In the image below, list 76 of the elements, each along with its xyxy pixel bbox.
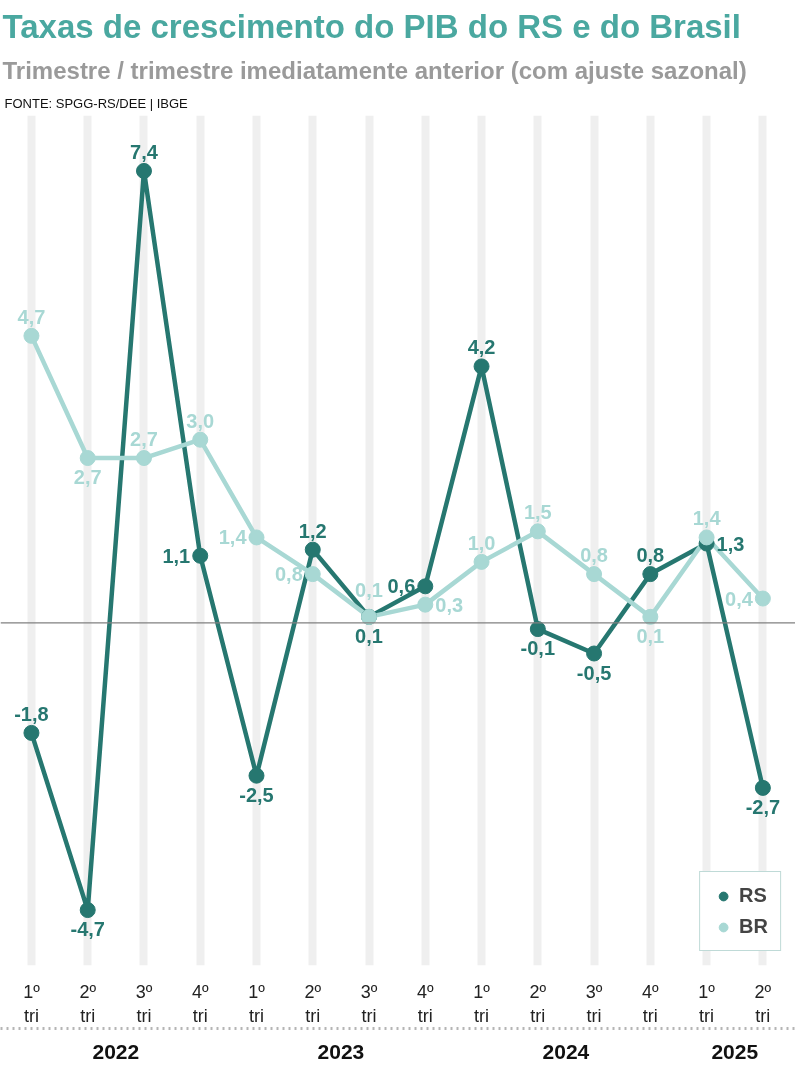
point <box>586 645 603 662</box>
point <box>192 547 209 564</box>
x-tick-label: 4º tri <box>642 981 660 1026</box>
data-label: 0,8 <box>636 544 665 567</box>
data-label: -2,7 <box>745 795 781 818</box>
x-tick-label: 3º tri <box>135 981 153 1026</box>
data-label: -4,7 <box>70 918 105 941</box>
point <box>135 162 152 179</box>
point <box>473 358 490 375</box>
data-label: 1,3 <box>716 532 745 555</box>
point <box>192 431 209 448</box>
point <box>529 523 546 540</box>
x-tick-label: 2º tri <box>529 981 547 1026</box>
data-label: -0,1 <box>520 637 556 660</box>
chart-title: Taxas de crescimento do PIB do RS e do Brasil <box>2 7 741 45</box>
point <box>23 327 40 344</box>
data-label: 2,7 <box>73 466 102 489</box>
x-tick-label: 1º tri <box>23 981 41 1026</box>
point <box>473 553 490 570</box>
x-tick-label: 4º tri <box>417 981 435 1026</box>
data-label: 0,1 <box>636 624 665 647</box>
x-tick-label: 4º tri <box>191 981 209 1026</box>
text: 2025 <box>711 1039 759 1063</box>
data-label: 0,1 <box>355 624 383 647</box>
point <box>754 779 771 796</box>
data-label: -1,8 <box>14 702 49 725</box>
data-label: 1,4 <box>218 526 248 549</box>
data-label: 0,3 <box>435 593 464 616</box>
data-label: 1,1 <box>162 544 191 567</box>
legend-label: BR <box>739 915 768 938</box>
text: 2023 <box>317 1039 365 1063</box>
chart-subtitle: Trimestre / trimestre imediatamente anterior (com ajuste sazonal) <box>2 56 747 84</box>
data-label: 1,2 <box>298 519 327 542</box>
x-tick-label: 3º tri <box>360 981 378 1026</box>
data-label: 4,7 <box>17 305 46 328</box>
point <box>642 608 659 625</box>
x-tick-label: 2º tri <box>79 981 97 1026</box>
point <box>417 596 434 613</box>
data-label: 0,8 <box>580 544 608 567</box>
point <box>79 450 96 467</box>
data-label: 2,7 <box>130 428 158 451</box>
x-tick-label: 1º tri <box>698 981 716 1026</box>
data-label: 1,5 <box>523 501 552 524</box>
text: 2022 <box>92 1039 140 1063</box>
point <box>135 450 152 467</box>
x-tick-label: 2º tri <box>304 981 322 1026</box>
point <box>529 621 546 638</box>
point <box>754 590 771 607</box>
point <box>642 566 659 583</box>
data-label: -0,5 <box>576 661 612 684</box>
point <box>698 529 715 546</box>
point <box>79 902 96 919</box>
data-label: 4,2 <box>467 336 496 359</box>
data-label: 0,4 <box>725 587 754 610</box>
data-label: 0,6 <box>387 575 416 598</box>
point <box>23 724 40 741</box>
data-label: -2,5 <box>239 783 274 806</box>
data-label: 0,1 <box>355 578 383 601</box>
x-tick-label: 1º tri <box>248 981 266 1026</box>
point <box>304 566 321 583</box>
text: 2024 <box>542 1039 590 1063</box>
data-label: 3,0 <box>186 409 215 432</box>
point <box>248 529 265 546</box>
x-tick-label: 1º tri <box>473 981 491 1026</box>
data-label: 1,4 <box>692 507 722 530</box>
legend-label: RS <box>739 884 767 907</box>
x-tick-label: 3º tri <box>585 981 603 1026</box>
data-label: 0,8 <box>274 563 303 586</box>
point <box>304 541 321 558</box>
data-label: 1,0 <box>467 531 496 554</box>
point <box>248 767 265 784</box>
x-tick-label: 2º tri <box>754 981 772 1026</box>
point <box>417 578 434 595</box>
point <box>586 566 603 583</box>
data-label: 7,4 <box>130 140 159 163</box>
source-note: FONTE: SPGG-RS/DEE | IBGE <box>4 95 189 111</box>
